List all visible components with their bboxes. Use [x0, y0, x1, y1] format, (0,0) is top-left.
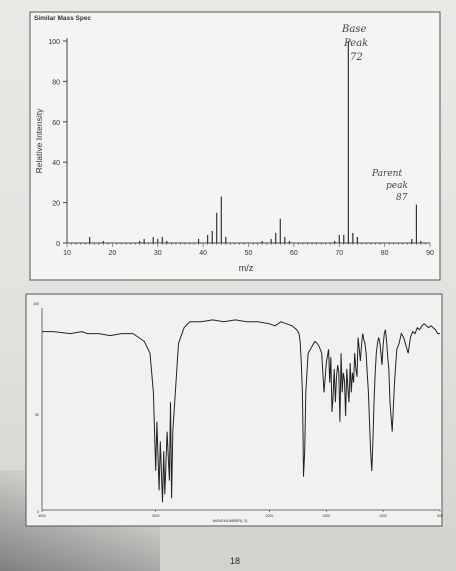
page-number: 18 [229, 556, 240, 566]
note-parent: Parent [371, 169, 402, 179]
ir-xlabel: WAVENUMBER(-1) [213, 518, 249, 523]
ir-y-tick-label: 0 [37, 510, 39, 514]
ir-x-tick-label: 1500 [322, 514, 330, 518]
ir-x-tick-label: 3000 [152, 514, 160, 518]
ms-y-tick-label: 80 [52, 79, 60, 86]
ir-x-tick-label: 4000 [38, 514, 46, 518]
ms-x-tick-label: 70 [335, 250, 343, 257]
ms-x-tick-label: 80 [381, 250, 389, 257]
ir-spectrum-line [42, 319, 440, 503]
ms-ylabel: Relative Intensity [34, 108, 44, 173]
ms-y-tick-label: 40 [52, 160, 60, 167]
ms-x-tick-label: 20 [108, 250, 116, 257]
ms-axes: 0 20 40 60 80 100 10 20 30 40 50 60 70 80 90 [48, 38, 434, 257]
ms-xlabel: m/z [239, 263, 254, 273]
ms-y-tick-label: 0 [56, 241, 60, 248]
note-base: Base [341, 24, 366, 35]
ir-panel [25, 293, 443, 527]
ir-y-tick-label: 100 [33, 302, 39, 306]
ms-x-tick-label: 30 [154, 250, 162, 257]
ir-x-tick-label: 1000 [379, 514, 387, 518]
note-peak: Peak [343, 38, 368, 49]
ms-panel [29, 11, 441, 281]
ms-handwritten-notes: Base Peak 72 Parent peak 87 [341, 24, 408, 203]
ir-y-tick-label: 50 [35, 413, 39, 417]
ms-x-tick-label: 60 [290, 250, 298, 257]
ms-x-tick-label: 40 [199, 250, 207, 257]
note-72: 72 [350, 52, 363, 63]
ms-x-tick-label: 50 [245, 250, 253, 257]
ms-peaks [89, 41, 422, 243]
ms-y-tick-label: 20 [52, 201, 60, 208]
note-peak2: peak [386, 181, 408, 191]
ms-y-tick-label: 60 [52, 120, 60, 127]
note-87: 87 [396, 193, 408, 203]
ir-x-tick-label: 2000 [266, 514, 274, 518]
ms-x-tick-label: 90 [426, 250, 434, 257]
ms-y-tick-label: 100 [48, 39, 60, 46]
ms-title: Similar Mass Spec [34, 15, 91, 22]
ir-x-tick-label: 500 [437, 514, 443, 518]
ms-x-tick-label: 10 [63, 250, 71, 257]
